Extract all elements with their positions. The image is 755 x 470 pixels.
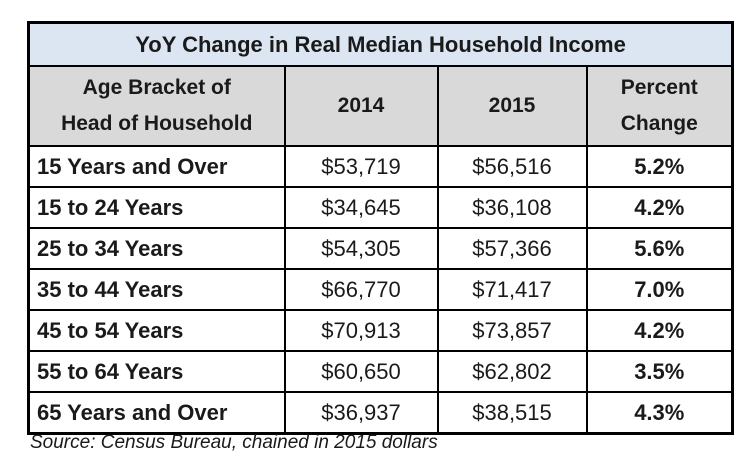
table-row: 55 to 64 Years $60,650 $62,802 3.5% <box>27 350 734 393</box>
income-2015-cell: $71,417 <box>436 268 588 311</box>
header-2015: 2015 <box>436 65 588 147</box>
table-row: 15 Years and Over $53,719 $56,516 5.2% <box>27 145 734 188</box>
income-2014-cell: $53,719 <box>283 145 439 188</box>
income-table: YoY Change in Real Median Household Inco… <box>27 21 735 435</box>
age-bracket-cell: 45 to 54 Years <box>27 309 286 352</box>
age-bracket-cell: 55 to 64 Years <box>27 350 286 393</box>
income-2014-cell: $66,770 <box>283 268 439 311</box>
income-2014-cell: $36,937 <box>283 391 439 435</box>
percent-change-cell: 3.5% <box>585 350 734 393</box>
percent-change-cell: 4.2% <box>585 309 734 352</box>
income-2015-cell: $38,515 <box>436 391 588 435</box>
age-bracket-cell: 15 to 24 Years <box>27 186 286 229</box>
header-percent-line2: Change <box>620 112 698 135</box>
age-bracket-cell: 65 Years and Over <box>27 391 286 435</box>
header-age-bracket: Age Bracket of Head of Household <box>27 65 286 147</box>
income-2015-cell: $62,802 <box>436 350 588 393</box>
age-bracket-cell: 25 to 34 Years <box>27 227 286 270</box>
source-note: Source: Census Bureau, chained in 2015 d… <box>30 432 438 453</box>
table-row: 65 Years and Over $36,937 $38,515 4.3% <box>27 391 734 435</box>
header-percent-line1: Percent <box>620 76 698 99</box>
income-2014-cell: $60,650 <box>283 350 439 393</box>
table-row: 15 to 24 Years $34,645 $36,108 4.2% <box>27 186 734 229</box>
header-age-bracket-line1: Age Bracket of <box>82 76 231 99</box>
title-row: YoY Change in Real Median Household Inco… <box>27 21 734 67</box>
table-row: 45 to 54 Years $70,913 $73,857 4.2% <box>27 309 734 352</box>
income-2015-cell: $56,516 <box>436 145 588 188</box>
income-2015-cell: $73,857 <box>436 309 588 352</box>
table-title: YoY Change in Real Median Household Inco… <box>27 21 734 67</box>
percent-change-cell: 4.2% <box>585 186 734 229</box>
income-2014-cell: $70,913 <box>283 309 439 352</box>
table-row: 25 to 34 Years $54,305 $57,366 5.6% <box>27 227 734 270</box>
column-header-row: Age Bracket of Head of Household 2014 20… <box>27 65 734 147</box>
percent-change-cell: 5.6% <box>585 227 734 270</box>
age-bracket-cell: 15 Years and Over <box>27 145 286 188</box>
income-2015-cell: $57,366 <box>436 227 588 270</box>
table-row: 35 to 44 Years $66,770 $71,417 7.0% <box>27 268 734 311</box>
header-percent-change: Percent Change <box>585 65 734 147</box>
income-2014-cell: $34,645 <box>283 186 439 229</box>
header-2014: 2014 <box>283 65 439 147</box>
income-2015-cell: $36,108 <box>436 186 588 229</box>
percent-change-cell: 4.3% <box>585 391 734 435</box>
percent-change-cell: 7.0% <box>585 268 734 311</box>
age-bracket-cell: 35 to 44 Years <box>27 268 286 311</box>
income-2014-cell: $54,305 <box>283 227 439 270</box>
percent-change-cell: 5.2% <box>585 145 734 188</box>
header-age-bracket-line2: Head of Household <box>61 112 253 135</box>
